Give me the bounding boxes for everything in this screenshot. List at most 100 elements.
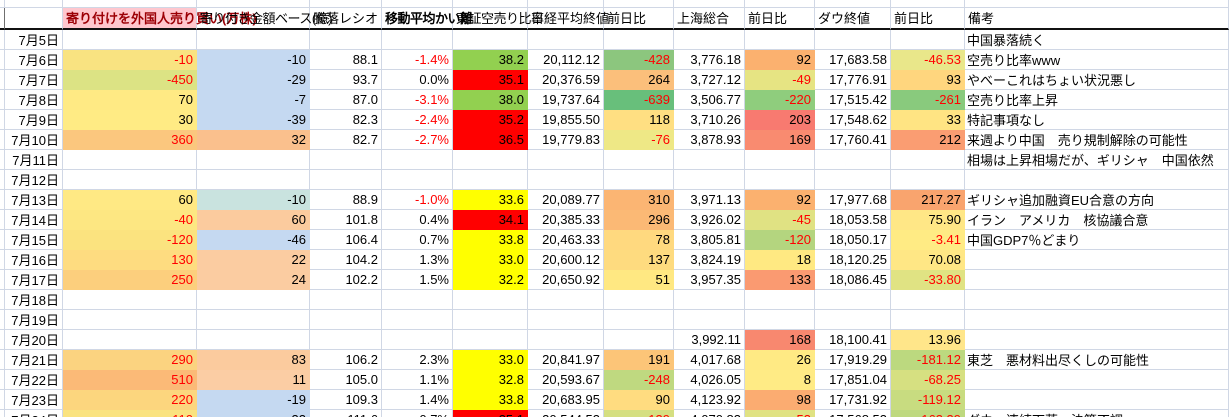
cell-shanghai-composite[interactable]: 3,824.19 (674, 250, 745, 270)
cell-remarks[interactable]: 東芝 悪材料出尽くしの可能性 (965, 350, 1229, 370)
cell-tse-short-sell-ratio[interactable]: 35.1 (453, 410, 528, 417)
cell-shanghai-day-change[interactable]: 8 (745, 370, 815, 390)
cell-open-amount-base[interactable]: -10 (197, 50, 310, 70)
cell-nikkei-day-change[interactable]: -639 (604, 90, 674, 110)
cell-remarks[interactable]: 空売り比率上昇 (965, 90, 1229, 110)
cell-open-amount-base[interactable] (197, 290, 310, 310)
cell-updown-ratio[interactable]: 88.1 (310, 50, 382, 70)
cell-shanghai-composite[interactable]: 4,017.68 (674, 350, 745, 370)
cell-shanghai-composite[interactable]: 3,805.81 (674, 230, 745, 250)
cell-shanghai-day-change[interactable]: -49 (745, 70, 815, 90)
cell-updown-ratio[interactable]: 105.0 (310, 370, 382, 390)
cell-ma-deviation[interactable]: -3.1% (382, 90, 453, 110)
cell-nikkei-close[interactable]: 19,855.50 (528, 110, 604, 130)
cell-nikkei-day-change[interactable] (604, 310, 674, 330)
row-date-cell[interactable]: 7月22日 (5, 370, 63, 390)
cell-updown-ratio[interactable]: 87.0 (310, 90, 382, 110)
cell-shanghai-day-change[interactable] (745, 30, 815, 50)
cell-dow-close[interactable] (815, 170, 891, 190)
cell-open-amount-base[interactable] (197, 170, 310, 190)
cell-remarks[interactable]: 特記事項なし (965, 110, 1229, 130)
cell-dow-close[interactable]: 17,760.41 (815, 130, 891, 150)
cell-remarks[interactable]: やべーこれはちょい状況悪し (965, 70, 1229, 90)
cell-nikkei-close[interactable]: 20,463.33 (528, 230, 604, 250)
cell-foreign-open-volume[interactable] (63, 330, 197, 350)
cell-dow-close[interactable]: 17,568.53 (815, 410, 891, 417)
cell-updown-ratio[interactable]: 101.8 (310, 210, 382, 230)
cell-shanghai-composite[interactable]: 3,727.12 (674, 70, 745, 90)
cell-dow-day-change[interactable]: -119.12 (891, 390, 965, 410)
cell-dow-day-change[interactable]: 33 (891, 110, 965, 130)
cell-shanghai-composite[interactable]: 3,971.13 (674, 190, 745, 210)
cell-open-amount-base[interactable]: -10 (197, 190, 310, 210)
cell-shanghai-composite[interactable]: 3,710.26 (674, 110, 745, 130)
cell-nikkei-day-change[interactable]: 296 (604, 210, 674, 230)
cell-shanghai-day-change[interactable] (745, 150, 815, 170)
cell-dow-close[interactable]: 17,515.42 (815, 90, 891, 110)
cell-nikkei-day-change[interactable] (604, 150, 674, 170)
cell-dow-day-change[interactable]: 75.90 (891, 210, 965, 230)
cell-dow-close[interactable]: 17,851.04 (815, 370, 891, 390)
row-date-cell[interactable]: 7月12日 (5, 170, 63, 190)
row-date-cell[interactable]: 7月6日 (5, 50, 63, 70)
cell-shanghai-composite[interactable]: 4,026.05 (674, 370, 745, 390)
cell-foreign-open-volume[interactable]: 70 (63, 90, 197, 110)
column-header-nikkei-close[interactable]: 日経平均終値 (528, 8, 609, 30)
row-date-cell[interactable]: 7月10日 (5, 130, 63, 150)
cell-updown-ratio[interactable] (310, 310, 382, 330)
cell-ma-deviation[interactable]: 0.4% (382, 210, 453, 230)
cell-nikkei-close[interactable]: 20,544.53 (528, 410, 604, 417)
cell-shanghai-composite[interactable]: 3,878.93 (674, 130, 745, 150)
cell-nikkei-day-change[interactable] (604, 330, 674, 350)
cell-foreign-open-volume[interactable] (63, 170, 197, 190)
cell-shanghai-composite[interactable]: 4,123.92 (674, 390, 745, 410)
cell-nikkei-close[interactable]: 20,683.95 (528, 390, 604, 410)
cell-shanghai-composite[interactable]: 3,926.02 (674, 210, 745, 230)
cell-nikkei-close[interactable]: 20,841.97 (528, 350, 604, 370)
cell-remarks[interactable]: ギリシャ追加融資EU合意の方向 (965, 190, 1229, 210)
cell-tse-short-sell-ratio[interactable]: 35.1 (453, 70, 528, 90)
cell-remarks[interactable] (965, 330, 1229, 350)
cell-remarks[interactable] (965, 370, 1229, 390)
cell-nikkei-close[interactable]: 20,376.59 (528, 70, 604, 90)
cell-foreign-open-volume[interactable]: -120 (63, 230, 197, 250)
row-date-cell[interactable]: 7月15日 (5, 230, 63, 250)
cell-foreign-open-volume[interactable]: 30 (63, 110, 197, 130)
row-date-cell[interactable]: 7月20日 (5, 330, 63, 350)
cell-ma-deviation[interactable]: 1.1% (382, 370, 453, 390)
cell-shanghai-composite[interactable] (674, 170, 745, 190)
cell-ma-deviation[interactable] (382, 330, 453, 350)
cell-foreign-open-volume[interactable]: -450 (63, 70, 197, 90)
cell-open-amount-base[interactable]: 32 (197, 130, 310, 150)
cell-ma-deviation[interactable]: 1.4% (382, 390, 453, 410)
cell-updown-ratio[interactable]: 88.9 (310, 190, 382, 210)
cell-ma-deviation[interactable]: -1.0% (382, 190, 453, 210)
cell-tse-short-sell-ratio[interactable] (453, 150, 528, 170)
cell-tse-short-sell-ratio[interactable]: 33.6 (453, 190, 528, 210)
cell-tse-short-sell-ratio[interactable] (453, 170, 528, 190)
column-header-tse-short-sell-ratio[interactable]: 東証空売り比率 (453, 8, 544, 30)
cell-dow-day-change[interactable] (891, 30, 965, 50)
cell-nikkei-day-change[interactable]: -248 (604, 370, 674, 390)
row-date-cell[interactable]: 7月11日 (5, 150, 63, 170)
cell-shanghai-day-change[interactable]: 168 (745, 330, 815, 350)
column-header-foreign-open-volume[interactable]: 寄り付けを外国人売り買い(万株) (63, 8, 257, 30)
cell-remarks[interactable]: 相場は上昇相場だが、ギリシャ 中国依然 (965, 150, 1229, 170)
column-header-open-amount-base[interactable]: 寄り付き金額ベース(億) (197, 8, 333, 30)
cell-ma-deviation[interactable]: 0.7% (382, 410, 453, 417)
cell-tse-short-sell-ratio[interactable]: 33.0 (453, 350, 528, 370)
cell-open-amount-base[interactable]: -32 (197, 410, 310, 417)
cell-dow-close[interactable] (815, 290, 891, 310)
cell-dow-day-change[interactable] (891, 150, 965, 170)
cell-shanghai-day-change[interactable] (745, 310, 815, 330)
cell-tse-short-sell-ratio[interactable] (453, 290, 528, 310)
row-date-cell[interactable]: 7月24日 (5, 410, 63, 417)
cell-shanghai-day-change[interactable]: -120 (745, 230, 815, 250)
cell-updown-ratio[interactable]: 104.2 (310, 250, 382, 270)
cell-dow-day-change[interactable] (891, 310, 965, 330)
cell-shanghai-composite[interactable]: 3,957.35 (674, 270, 745, 290)
row-date-cell[interactable]: 7月18日 (5, 290, 63, 310)
cell-foreign-open-volume[interactable] (63, 30, 197, 50)
cell-remarks[interactable]: 来週より中国 売り規制解除の可能性 (965, 130, 1229, 150)
cell-shanghai-day-change[interactable] (745, 170, 815, 190)
